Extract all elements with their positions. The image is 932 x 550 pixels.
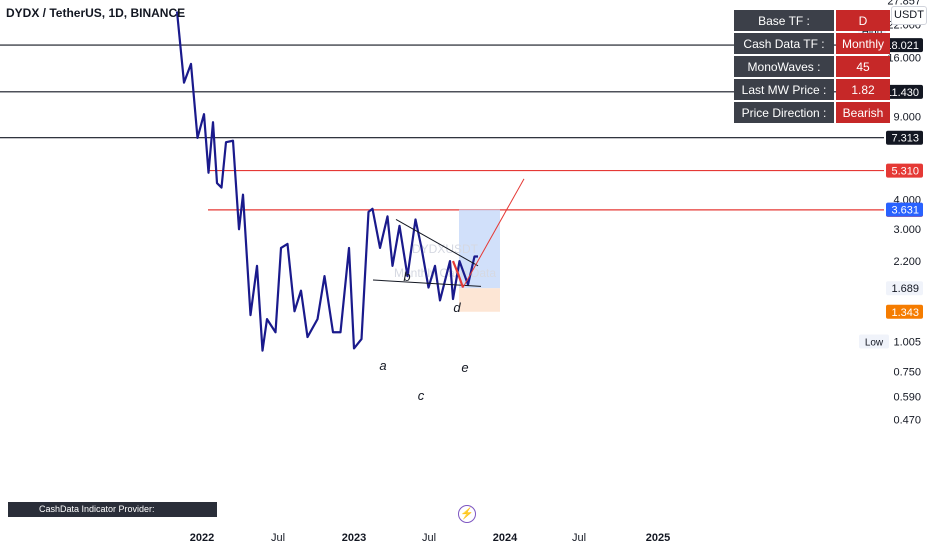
y-tick-label: 16.000 (887, 52, 921, 64)
info-label: MonoWaves : (734, 56, 834, 77)
price-label-text: 1.343 (891, 307, 919, 319)
price-label-tag (886, 130, 923, 145)
info-value: 1.82 (836, 79, 890, 100)
wave-label-c: c (418, 388, 425, 403)
table-row: Cash Data TF : Monthly (734, 33, 890, 54)
info-value: 45 (836, 56, 890, 77)
y-tick-label: 9.000 (893, 111, 921, 123)
x-tick-label: 2024 (493, 532, 518, 544)
info-label: Base TF : (734, 10, 834, 31)
y-tick-label: 2.200 (893, 256, 921, 268)
low-value-text: 1.005 (893, 337, 921, 349)
projection-line (462, 178, 525, 288)
price-label-tag (886, 281, 923, 296)
wave-label-b: b (403, 269, 410, 284)
triangle-upper-trendline (395, 218, 479, 267)
tradingview-logo-icon[interactable]: ⚡ (458, 505, 476, 523)
low-label-box (859, 334, 889, 349)
x-tick-label: Jul (422, 532, 436, 544)
x-tick-label: Jul (572, 532, 586, 544)
cash-data-info-table: Base TF : D Cash Data TF : Monthly MonoW… (732, 8, 892, 125)
y-tick-label: 0.750 (893, 367, 921, 379)
provider-credit: CashData Indicator Provider: iranneowave… (8, 502, 217, 529)
price-label-tag (886, 38, 923, 53)
info-value: D (836, 10, 890, 31)
y-tick-label: 3.000 (893, 224, 921, 236)
y-tick-label: 27.857 (887, 0, 921, 7)
table-row: Price Direction : Bearish (734, 102, 890, 123)
table-row: Base TF : D (734, 10, 890, 31)
currency-button[interactable]: USDT (891, 6, 927, 25)
price-label-text: 7.313 (891, 133, 919, 145)
price-label-tag (886, 202, 923, 217)
price-label-text: 3.631 (891, 205, 919, 217)
y-tick-label: 0.470 (893, 415, 921, 427)
price-label-tag (886, 304, 923, 319)
table-row: Last MW Price : 1.82 (734, 79, 890, 100)
info-label: Last MW Price : (734, 79, 834, 100)
info-label: Cash Data TF : (734, 33, 834, 54)
wave-label-e: e (461, 360, 468, 375)
x-tick-label: 2023 (342, 532, 366, 544)
price-label-text: 5.310 (891, 166, 919, 178)
high-label-text: High (862, 27, 883, 38)
info-value: Bearish (836, 102, 890, 123)
x-tick-label: 2022 (190, 532, 214, 544)
symbol-title: DYDX / TetherUS, 1D, BINANCE (6, 6, 186, 20)
info-label: Price Direction : (734, 102, 834, 123)
info-value: Monthly (836, 33, 890, 54)
x-tick-label: 2025 (646, 532, 670, 544)
price-wave-line (175, 11, 478, 352)
price-label-text: 1.689 (891, 283, 919, 295)
price-label-text: 11.430 (886, 87, 919, 99)
wave-label-d: d (453, 300, 461, 315)
price-label-tag (886, 84, 923, 99)
table-row: MonoWaves : 45 (734, 56, 890, 77)
x-tick-label: Jul (271, 532, 285, 544)
price-label-tag (886, 163, 923, 178)
price-label-text: 18.021 (885, 40, 919, 52)
y-tick-label: 0.590 (893, 391, 921, 403)
wave-e-segment (451, 260, 465, 288)
wave-label-a: a (379, 358, 386, 373)
stop-zone-box (459, 288, 500, 312)
low-label-text: Low (865, 338, 884, 349)
target-zone-box (459, 209, 500, 289)
watermark-symbol: DYDXUSDT (412, 242, 479, 256)
